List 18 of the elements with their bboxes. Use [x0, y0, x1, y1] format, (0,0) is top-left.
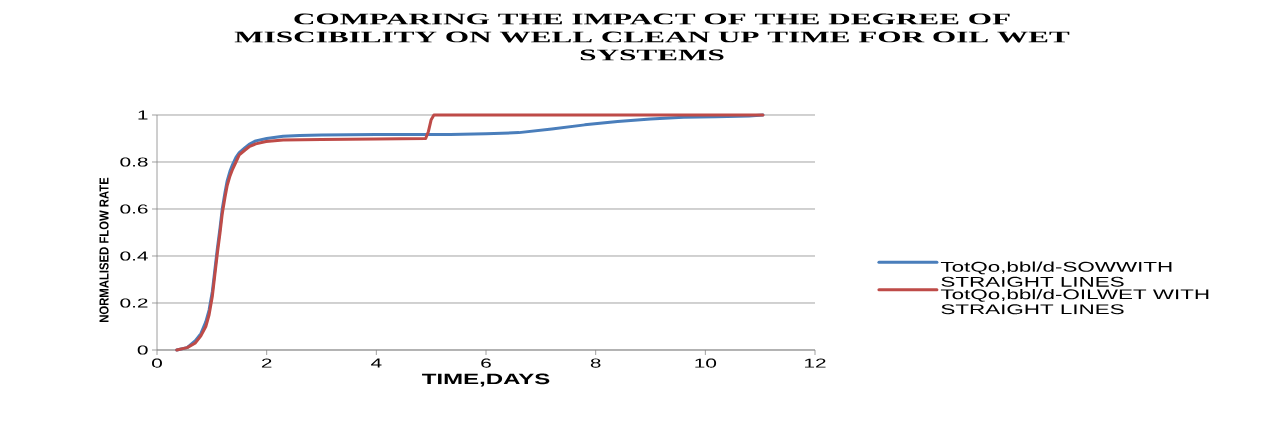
x-axis-title: TIME,DAYS — [422, 373, 550, 387]
y-tick-label: 0 — [137, 345, 148, 355]
legend-label: TotQo,bbl/d-SOWWITH STRAIGHT LINES — [940, 261, 1172, 287]
y-tick-label: 0.2 — [120, 298, 148, 308]
x-tick-label: 8 — [590, 358, 601, 368]
x-tick-label: 12 — [805, 358, 826, 368]
y-tick-label: 1 — [138, 110, 148, 120]
x-tick-label: 6 — [481, 358, 491, 368]
y-axis-title: NORMALISED FLOW RATE — [99, 177, 109, 323]
x-tick-label: 0 — [152, 358, 162, 368]
legend-label: TotQo,bbl/d-OILWET WITH STRAIGHT LINES — [940, 288, 1209, 315]
y-tick-label: 0.4 — [120, 251, 148, 261]
x-tick-label: 10 — [695, 358, 717, 368]
chart-title: COMPARING THE IMPACT OF THE DEGREE OF MISCIBILITY ON WELL CLEAN UP TIME FOR OIL WET SYSTEMS — [234, 13, 1070, 61]
y-tick-label: 0.6 — [120, 204, 148, 214]
y-tick-label: 0.8 — [120, 157, 148, 167]
x-tick-label: 4 — [371, 358, 382, 368]
x-tick-label: 2 — [261, 358, 272, 368]
